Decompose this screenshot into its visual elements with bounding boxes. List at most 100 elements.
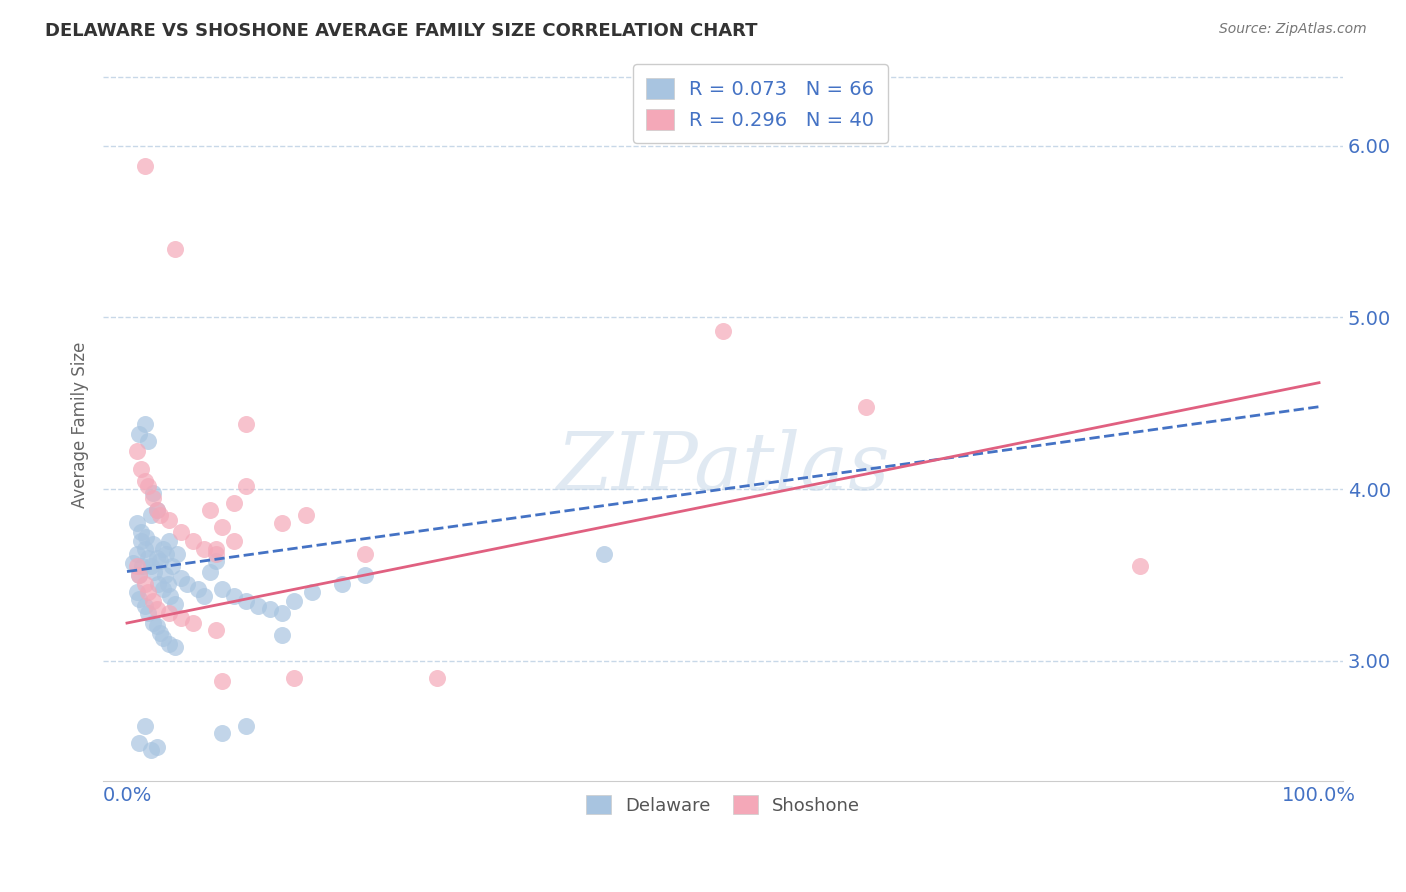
Point [131, 559, 153, 574]
Point [142, 537, 165, 551]
Point [294, 508, 316, 522]
Point [128, 592, 150, 607]
Point [169, 524, 191, 539]
Point [139, 508, 162, 522]
Point [211, 674, 233, 689]
Point [146, 502, 169, 516]
Point [283, 671, 305, 685]
Point [129, 461, 152, 475]
Point [235, 417, 257, 431]
Point [259, 602, 281, 616]
Point [211, 726, 233, 740]
Point [122, 556, 145, 570]
Point [125, 516, 148, 531]
Point [125, 559, 148, 574]
Point [181, 533, 204, 548]
Point [187, 582, 209, 596]
Point [200, 565, 222, 579]
Point [271, 628, 294, 642]
Point [354, 568, 377, 582]
Point [146, 619, 169, 633]
Point [152, 632, 174, 646]
Point [142, 485, 165, 500]
Point [205, 623, 228, 637]
Point [125, 585, 148, 599]
Point [162, 559, 184, 574]
Point [235, 593, 257, 607]
Point [134, 719, 156, 733]
Text: DELAWARE VS SHOSHONE AVERAGE FAMILY SIZE CORRELATION CHART: DELAWARE VS SHOSHONE AVERAGE FAMILY SIZE… [45, 22, 758, 40]
Point [152, 542, 174, 557]
Point [146, 576, 169, 591]
Legend: Delaware, Shoshone: Delaware, Shoshone [575, 784, 872, 825]
Point [129, 524, 152, 539]
Point [142, 593, 165, 607]
Point [157, 637, 180, 651]
Point [211, 582, 233, 596]
Point [138, 479, 160, 493]
Point [138, 585, 160, 599]
Point [200, 502, 222, 516]
Point [134, 542, 156, 557]
Point [156, 576, 179, 591]
Point [235, 719, 257, 733]
Point [193, 542, 215, 557]
Point [149, 626, 172, 640]
Point [235, 479, 257, 493]
Point [354, 547, 377, 561]
Point [426, 671, 449, 685]
Point [205, 554, 228, 568]
Point [125, 444, 148, 458]
Point [176, 576, 198, 591]
Point [142, 615, 165, 630]
Point [149, 508, 172, 522]
Point [139, 743, 162, 757]
Point [149, 554, 172, 568]
Point [138, 434, 160, 448]
Point [146, 602, 169, 616]
Text: Source: ZipAtlas.com: Source: ZipAtlas.com [1219, 22, 1367, 37]
Point [169, 571, 191, 585]
Point [205, 542, 228, 557]
Point [157, 513, 180, 527]
Point [163, 242, 186, 256]
Point [139, 559, 162, 574]
Point [134, 474, 156, 488]
Point [166, 547, 188, 561]
Point [247, 599, 270, 613]
Point [283, 593, 305, 607]
Point [169, 611, 191, 625]
Point [271, 516, 294, 531]
Point [159, 589, 181, 603]
Point [271, 606, 294, 620]
Point [138, 550, 160, 565]
Point [711, 324, 734, 338]
Point [146, 550, 169, 565]
Point [146, 502, 169, 516]
Point [330, 576, 353, 591]
Point [163, 597, 186, 611]
Point [224, 533, 246, 548]
Point [143, 565, 166, 579]
Point [224, 496, 246, 510]
Y-axis label: Average Family Size: Average Family Size [72, 342, 89, 508]
Point [146, 739, 169, 754]
Point [134, 599, 156, 613]
Point [142, 491, 165, 505]
Point [135, 530, 157, 544]
Text: ZIPatlas: ZIPatlas [557, 429, 890, 507]
Point [163, 640, 186, 654]
Point [157, 533, 180, 548]
Point [134, 417, 156, 431]
Point [1129, 559, 1152, 574]
Point [128, 568, 150, 582]
Point [134, 160, 156, 174]
Point [592, 547, 614, 561]
Point [134, 576, 156, 591]
Point [153, 568, 176, 582]
Point [128, 736, 150, 750]
Point [155, 547, 177, 561]
Point [205, 547, 228, 561]
Point [301, 585, 323, 599]
Point [138, 606, 160, 620]
